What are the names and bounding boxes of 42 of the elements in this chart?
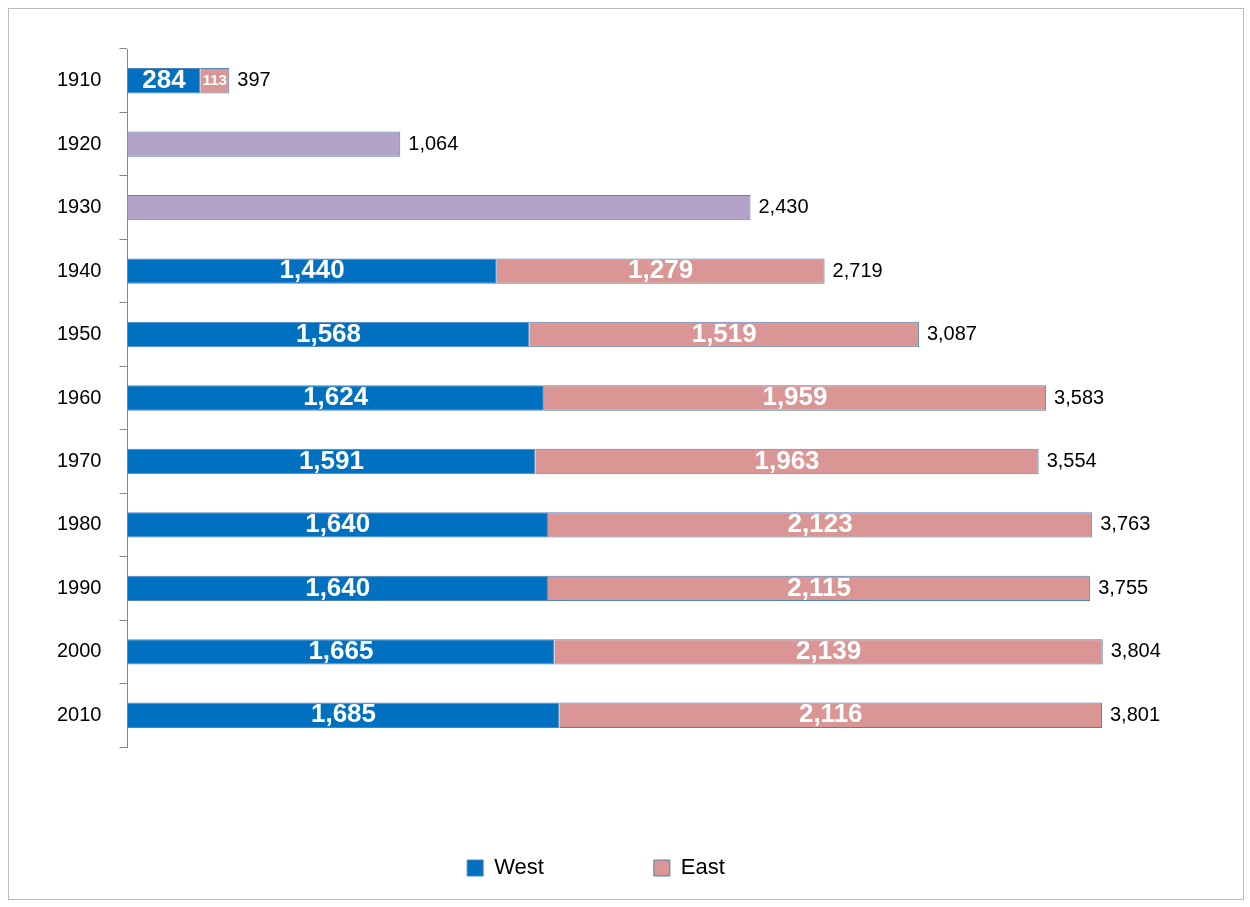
y-tick-label: 1950 (56, 322, 102, 345)
y-tick-label: 1990 (56, 575, 102, 598)
data-label: 1,568 (295, 317, 362, 348)
y-tick-label: 1940 (56, 258, 102, 281)
data-label: 1,685 (310, 698, 377, 729)
total-label: 3,763 (1100, 512, 1151, 535)
data-label: 1,640 (305, 571, 371, 602)
data-label: 113 (202, 70, 227, 88)
y-tick-label: 1970 (56, 448, 102, 471)
y-tick-label: 1910 (56, 68, 102, 91)
total-label: 2,430 (758, 195, 809, 218)
data-label: 2,123 (787, 508, 853, 539)
data-label: 1,519 (691, 317, 757, 348)
data-label: 1,624 (303, 381, 369, 412)
data-label: 1,959 (762, 381, 828, 412)
y-tick-label: 1930 (56, 195, 102, 218)
total-label: 3,554 (1046, 448, 1097, 471)
total-label: 1,064 (408, 131, 459, 154)
y-tick-label: 2000 (56, 639, 102, 662)
total-label: 3,755 (1098, 575, 1149, 598)
y-tick-label: 2010 (56, 702, 102, 725)
total-label: 2,719 (832, 258, 883, 281)
data-label: 1,591 (298, 444, 364, 475)
y-tick-label: 1920 (56, 131, 102, 154)
data-label: 1,963 (754, 444, 820, 475)
legend-label: East (680, 854, 725, 880)
y-tick-label: 1980 (56, 512, 102, 535)
data-label: 2,116 (798, 698, 863, 729)
total-label: 397 (237, 68, 271, 91)
data-label: 1,665 (308, 634, 374, 665)
data-label: 1,279 (628, 254, 694, 285)
legend-label: West (494, 854, 544, 880)
data-label: 1,440 (279, 254, 345, 285)
total-label: 3,801 (1109, 702, 1161, 725)
data-label: 2,139 (796, 634, 862, 665)
data-label: 1,640 (305, 508, 371, 539)
total-label: 3,804 (1110, 639, 1161, 662)
data-label: 284 (142, 63, 187, 94)
total-label: 3,583 (1054, 385, 1105, 408)
data-label: 2,115 (787, 571, 851, 602)
y-tick-label: 1960 (56, 385, 102, 408)
total-label: 3,087 (926, 322, 977, 345)
